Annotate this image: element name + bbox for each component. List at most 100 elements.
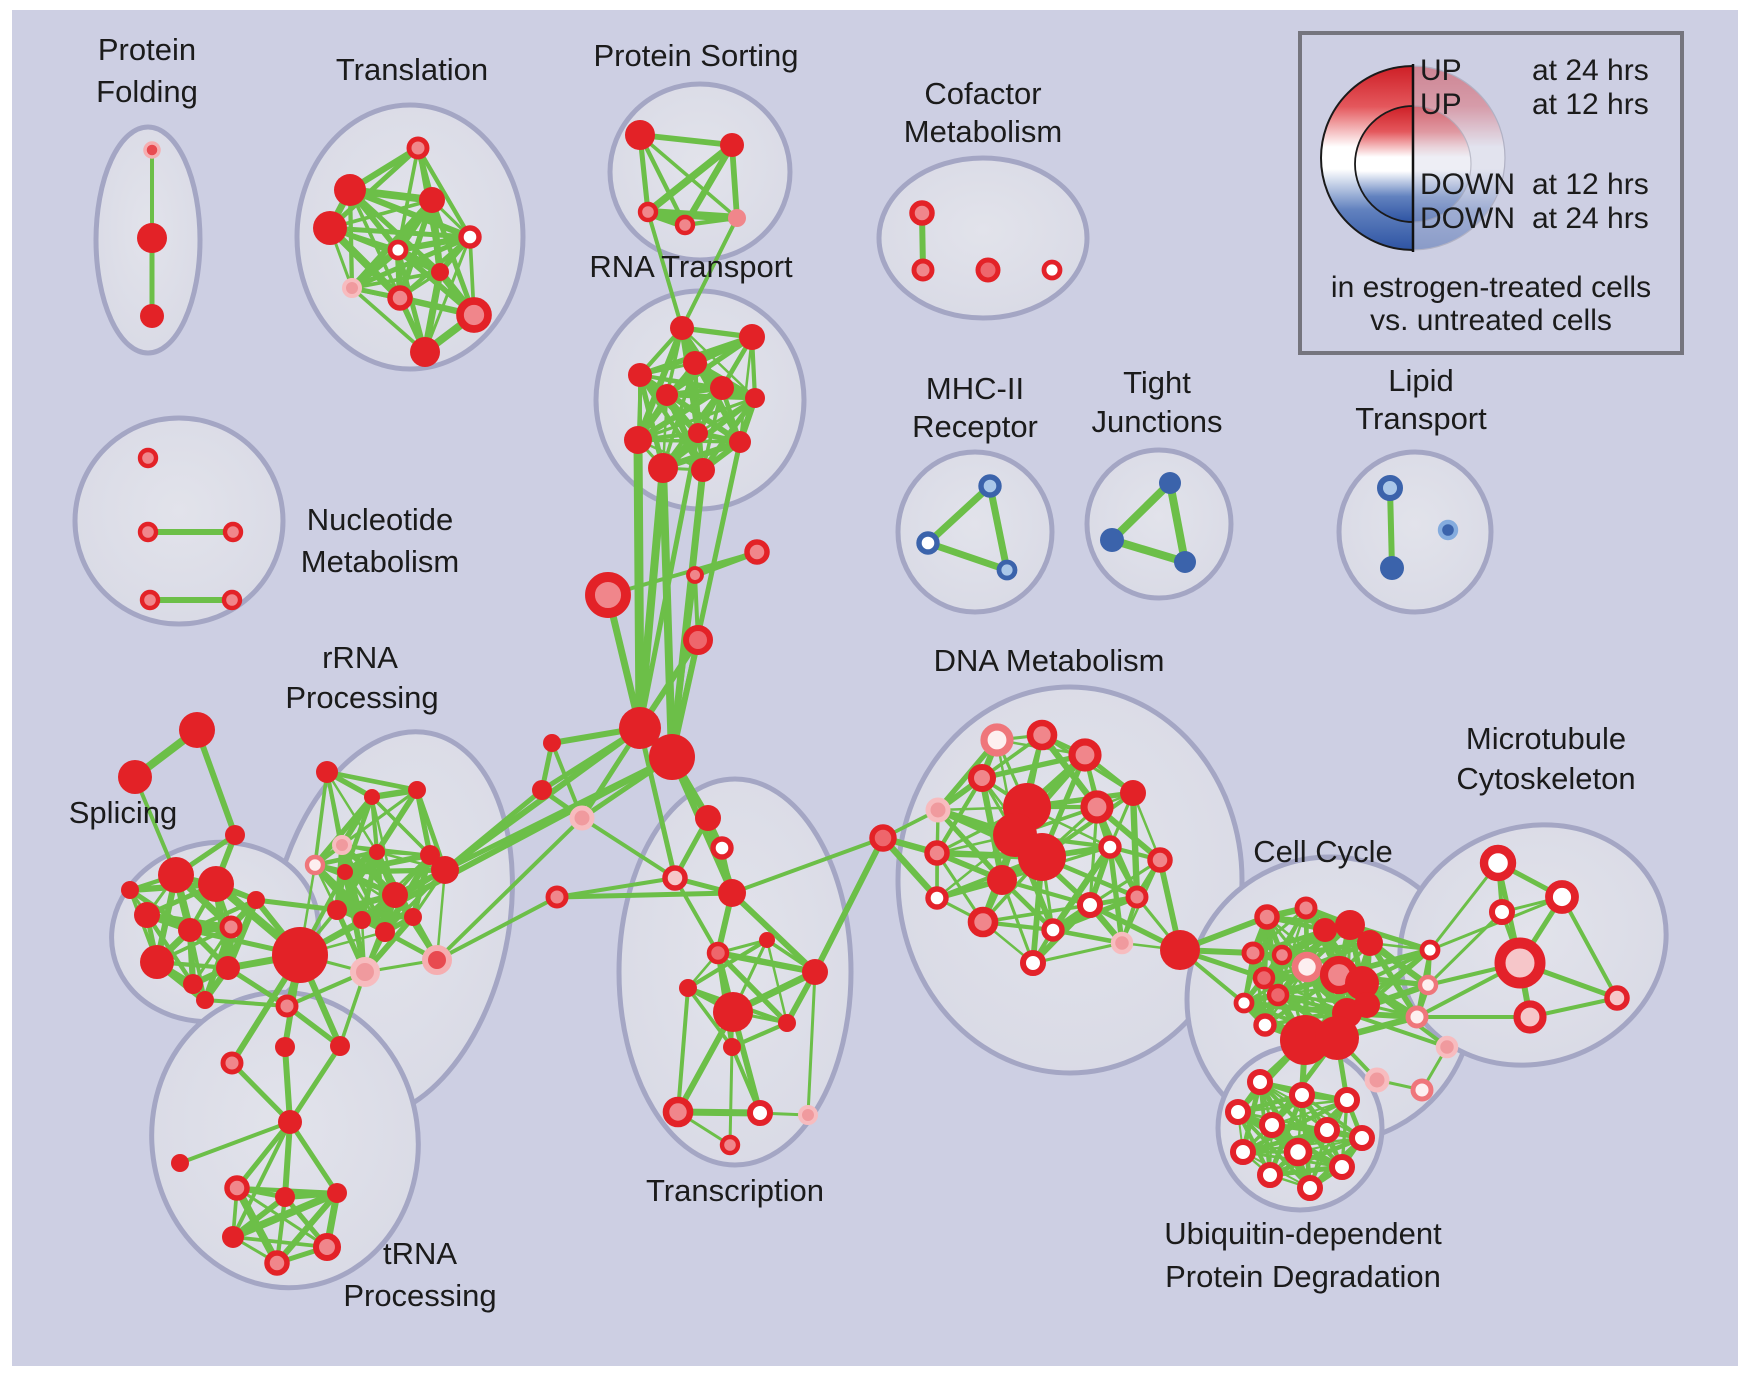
network-node	[220, 1051, 244, 1075]
network-node	[628, 363, 652, 387]
network-node	[422, 945, 452, 975]
network-node	[327, 900, 347, 920]
network-edge	[442, 787, 545, 873]
network-node	[1604, 985, 1630, 1011]
network-edge	[670, 573, 697, 759]
network-node	[404, 908, 422, 926]
network-edge	[435, 895, 559, 962]
network-node	[316, 761, 338, 783]
cluster-label-cell-cycle: Cell Cycle	[1253, 834, 1393, 869]
network-edge	[340, 788, 419, 847]
network-node	[924, 840, 950, 866]
network-node	[683, 351, 707, 375]
legend: UP at 24 hrs UP at 12 hrs DOWN at 12 hrs DOWN a…	[1298, 31, 1684, 355]
network-edge	[644, 141, 736, 216]
legend-time-label: at 24 hrs	[1532, 54, 1649, 87]
network-node	[1247, 1069, 1273, 1095]
cluster-label-tight-junctions: Junctions	[1092, 404, 1223, 439]
network-edge	[728, 1045, 734, 1147]
legend-circle-12h-left	[1354, 105, 1414, 223]
network-node	[387, 285, 413, 311]
network-node	[1283, 1137, 1313, 1167]
network-node	[706, 941, 730, 965]
network-edge	[1236, 1098, 1349, 1114]
network-edge	[383, 868, 447, 934]
network-edge	[273, 1189, 341, 1267]
network-node	[158, 857, 194, 893]
network-node	[304, 854, 326, 876]
network-edge	[282, 1044, 293, 1125]
cluster-label-protein-sorting: Protein Sorting	[593, 38, 798, 73]
network-node	[1314, 1117, 1340, 1143]
network-node	[798, 1105, 818, 1125]
network-node	[1041, 918, 1065, 942]
cluster-label-rrna-processing: rRNA	[322, 640, 398, 675]
network-node	[1026, 719, 1058, 751]
network-node	[1494, 937, 1546, 989]
network-node	[1080, 790, 1114, 824]
network-node	[670, 316, 694, 340]
network-edge	[636, 464, 667, 732]
network-node	[431, 856, 459, 884]
network-node	[216, 956, 240, 980]
network-node	[649, 734, 695, 780]
network-node	[688, 423, 708, 443]
network-node	[1410, 1078, 1434, 1102]
network-edge	[1108, 479, 1174, 544]
network-node	[337, 864, 353, 880]
network-node	[1417, 974, 1439, 996]
network-edge	[178, 1120, 292, 1165]
network-node	[222, 1226, 244, 1248]
network-edge	[676, 986, 690, 1114]
cluster-label-mhc-ii-receptor: MHC-II	[926, 371, 1024, 406]
network-node	[1329, 1154, 1355, 1180]
network-edge	[646, 210, 684, 330]
network-edge	[1129, 789, 1141, 901]
network-node	[1266, 983, 1290, 1007]
network-edge	[313, 770, 329, 867]
network-node	[710, 376, 734, 400]
cluster-label-trna-processing: tRNA	[383, 1236, 457, 1271]
network-node	[729, 431, 751, 453]
network-edge	[194, 727, 238, 838]
network-node	[978, 474, 1002, 498]
network-node	[975, 257, 1001, 283]
network-node	[1349, 1125, 1375, 1151]
network-edge	[287, 1119, 340, 1196]
network-node	[1259, 1112, 1285, 1138]
network-edge	[554, 890, 735, 900]
network-edge	[127, 887, 193, 933]
network-edge	[580, 816, 677, 880]
legend-box	[1298, 31, 1684, 355]
network-edge	[435, 868, 447, 962]
cluster-label-lipid-transport: Transport	[1355, 401, 1487, 436]
network-edge	[350, 270, 442, 290]
network-edge	[812, 835, 886, 975]
network-edge	[637, 430, 701, 731]
network-edge	[673, 876, 720, 955]
network-node	[406, 136, 430, 160]
network-node	[532, 780, 552, 800]
network-node	[925, 886, 949, 910]
network-node	[419, 187, 445, 213]
network-node	[1159, 472, 1181, 494]
legend-time-label: at 12 hrs	[1532, 88, 1649, 121]
network-node	[1419, 939, 1441, 961]
network-node	[1020, 950, 1046, 976]
network-node	[679, 979, 697, 997]
network-node	[710, 836, 734, 860]
network-edge	[187, 897, 259, 933]
network-edge	[636, 396, 757, 442]
network-edge	[415, 145, 473, 240]
cluster-label-dna-metabolism: DNA Metabolism	[934, 643, 1165, 678]
network-node	[662, 1096, 694, 1128]
network-node	[543, 734, 561, 752]
cluster-label-nucleotide-metabolism: Nucleotide	[307, 502, 453, 537]
network-edge	[435, 816, 584, 962]
cluster-label-microtubule-cytoskeleton: Microtubule	[1466, 721, 1626, 756]
legend-direction-label: UP	[1420, 54, 1462, 87]
network-node	[719, 1134, 741, 1156]
network-node	[662, 865, 688, 891]
